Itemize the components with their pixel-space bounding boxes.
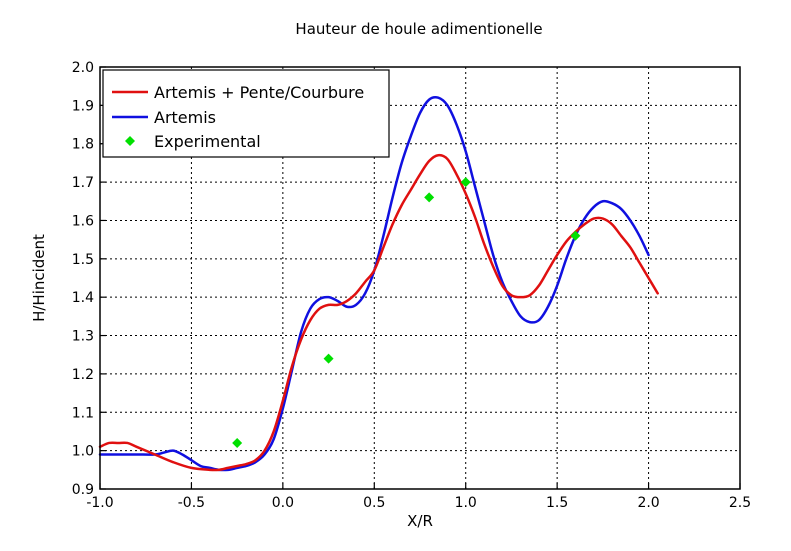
y-tick-label: 1.5 bbox=[72, 252, 94, 268]
y-tick-label: 1.7 bbox=[72, 175, 94, 191]
y-tick-label: 2.0 bbox=[72, 60, 94, 76]
data-point-experimental bbox=[232, 437, 243, 448]
chart-title: Hauteur de houle adimentionelle bbox=[295, 20, 542, 38]
x-tick-label: 2.5 bbox=[729, 495, 751, 511]
y-tick-label: 1.8 bbox=[72, 137, 94, 153]
y-tick-label: 1.6 bbox=[72, 213, 94, 229]
plot-frame bbox=[99, 66, 741, 490]
y-tick-label: 1.2 bbox=[72, 367, 94, 383]
x-tick-label: 0.5 bbox=[363, 495, 385, 511]
x-tick-label: 2.0 bbox=[637, 495, 659, 511]
y-tick-label: 1.3 bbox=[72, 329, 94, 345]
y-tick-label: 1.1 bbox=[72, 405, 94, 421]
y-tick-label: 1.0 bbox=[72, 444, 94, 460]
y-axis-label: H/Hincident bbox=[30, 234, 48, 322]
legend: Artemis + Pente/Courbure Artemis Experim… bbox=[102, 69, 390, 158]
legend-label-artemis: Artemis bbox=[154, 108, 216, 127]
x-tick-label: -1.0 bbox=[86, 495, 113, 511]
y-tick-label: 1.9 bbox=[72, 98, 94, 114]
x-tick-label: -0.5 bbox=[178, 495, 205, 511]
data-point-experimental bbox=[323, 353, 334, 364]
data-point-experimental bbox=[460, 177, 471, 188]
series-layer bbox=[98, 95, 659, 472]
x-axis-ticks: -1.0 -0.5 0.0 0.5 1.0 1.5 2.0 2.5 bbox=[86, 483, 751, 511]
x-tick-label: 1.0 bbox=[455, 495, 477, 511]
y-tick-label: 1.4 bbox=[72, 290, 94, 306]
legend-label-experimental: Experimental bbox=[154, 132, 261, 151]
y-axis-ticks: 0.9 1.0 1.1 1.2 1.3 1.4 1.5 1.6 1.7 1.8 1.9 2.0 bbox=[72, 60, 106, 498]
legend-label-artemis-pente-courbure: Artemis + Pente/Courbure bbox=[154, 83, 364, 102]
x-tick-label: 1.5 bbox=[546, 495, 568, 511]
data-point-experimental bbox=[570, 230, 581, 241]
series-line-artemis-pente-courbure bbox=[98, 153, 659, 472]
y-tick-label: 0.9 bbox=[72, 482, 94, 498]
legend-box bbox=[102, 69, 390, 158]
data-point-experimental bbox=[424, 192, 435, 203]
legend-swatch-experimental bbox=[125, 136, 135, 146]
x-tick-label: 0.0 bbox=[272, 495, 294, 511]
x-axis-label: X/R bbox=[407, 512, 433, 530]
